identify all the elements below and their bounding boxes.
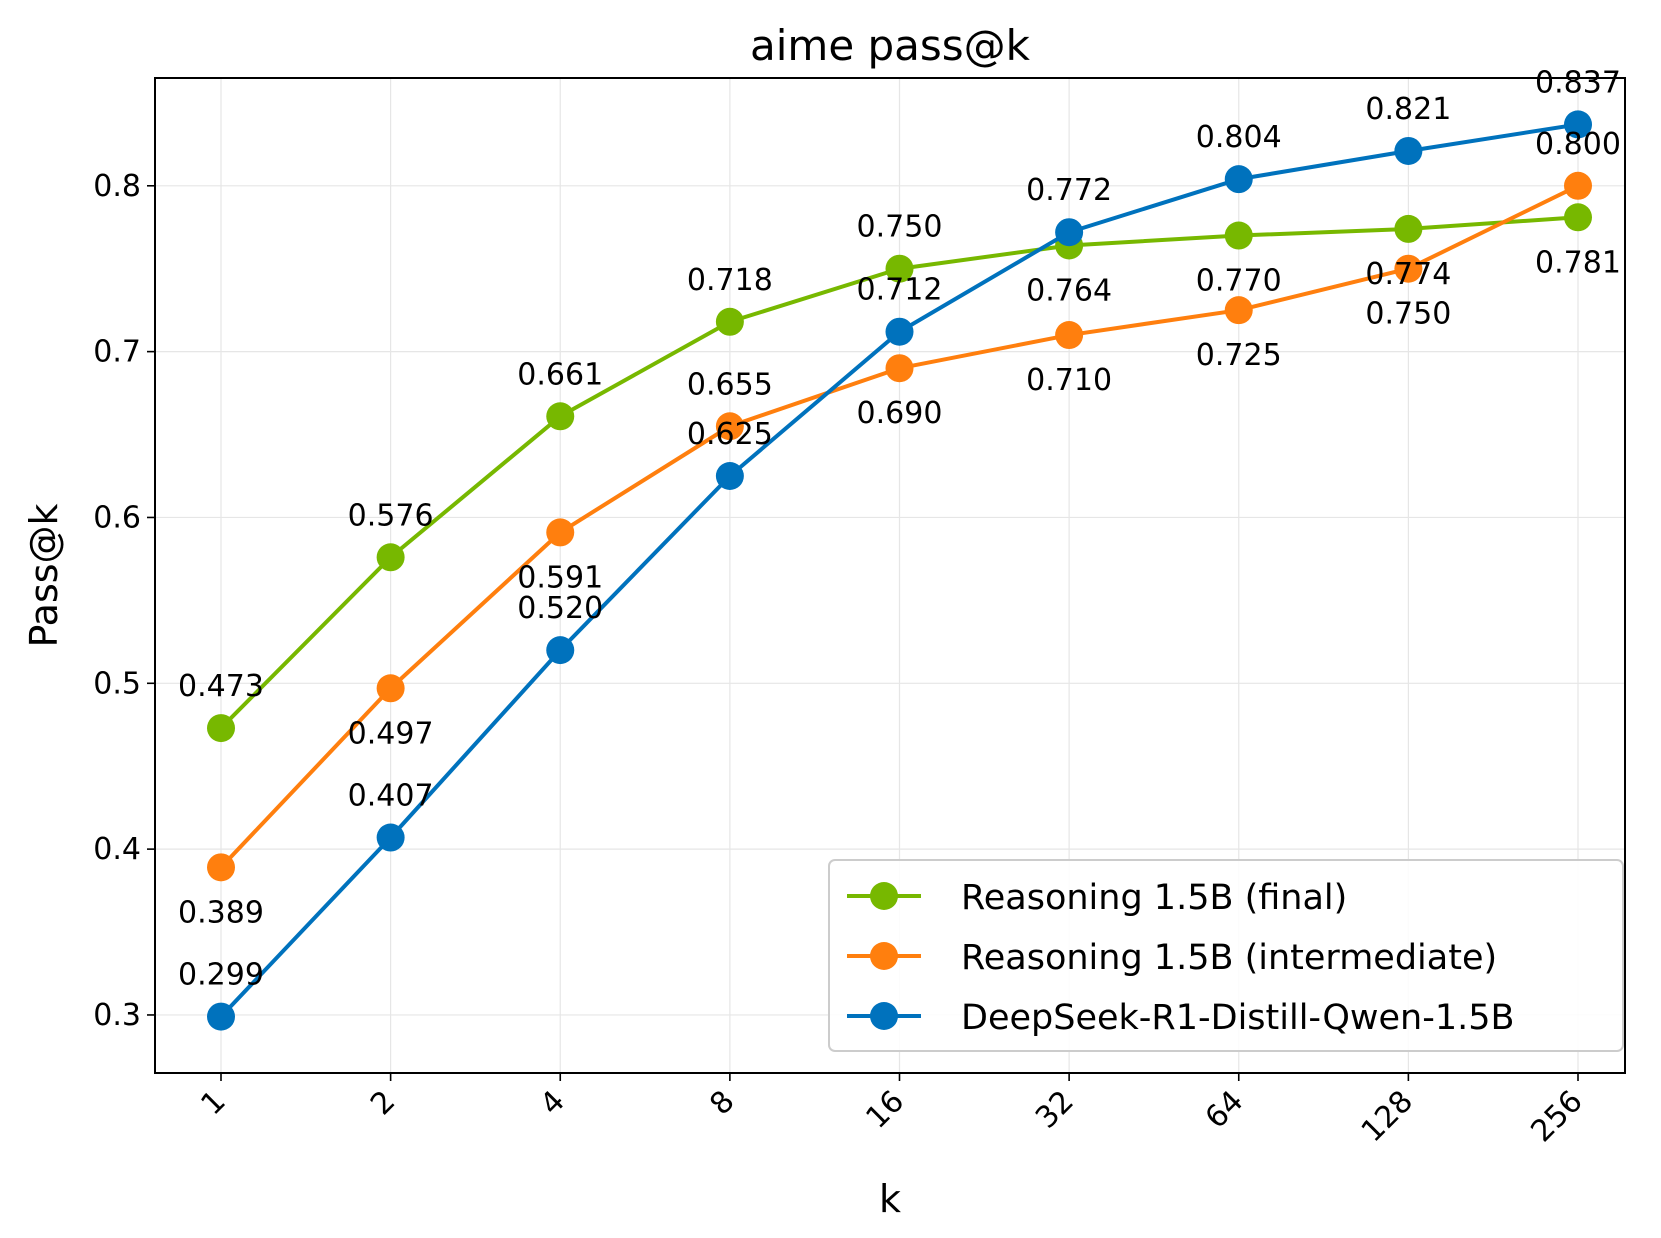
legend: Reasoning 1.5B (final) Reasoning 1.5B (in… xyxy=(828,859,1624,1052)
series-2-point xyxy=(885,354,914,383)
data-label: 0.473 xyxy=(178,669,264,704)
y-tick-label: 0.4 xyxy=(93,832,141,867)
data-label: 0.772 xyxy=(1026,173,1112,208)
x-axis-label: k xyxy=(879,1177,901,1221)
legend-entry-label: Reasoning 1.5B (intermediate) xyxy=(961,938,1497,978)
series-3-point xyxy=(885,317,914,346)
series-1-point xyxy=(1394,214,1423,243)
data-label: 0.718 xyxy=(687,263,773,298)
series-1-point xyxy=(546,402,575,431)
series-3-point xyxy=(1394,136,1423,165)
data-label: 0.764 xyxy=(1026,273,1112,308)
data-label: 0.750 xyxy=(857,210,943,245)
data-label: 0.750 xyxy=(1365,297,1451,332)
data-label: 0.800 xyxy=(1535,127,1621,162)
data-label: 0.520 xyxy=(517,591,603,626)
series-1-point xyxy=(376,543,405,572)
data-label: 0.625 xyxy=(687,417,773,452)
x-tick-label: 8 xyxy=(703,1084,741,1122)
series-layer xyxy=(207,110,1592,1031)
series-2-point xyxy=(1055,321,1084,350)
data-label: 0.804 xyxy=(1196,120,1282,155)
legend-swatch-marker xyxy=(870,942,898,970)
series-1-point xyxy=(715,307,744,336)
legend-swatch-marker xyxy=(870,1002,898,1030)
y-tick-label: 0.7 xyxy=(93,335,141,370)
data-label: 0.837 xyxy=(1535,65,1621,100)
data-label: 0.661 xyxy=(517,357,603,392)
data-label: 0.770 xyxy=(1196,264,1282,299)
data-label: 0.712 xyxy=(857,273,943,308)
legend-entry-label: Reasoning 1.5B (final) xyxy=(961,878,1347,918)
data-label: 0.497 xyxy=(348,716,434,751)
data-label: 0.299 xyxy=(178,958,264,993)
series-2-point xyxy=(376,674,405,703)
x-tick-label: 1 xyxy=(194,1084,232,1122)
x-tick-label: 64 xyxy=(1199,1084,1251,1136)
y-tick-label: 0.6 xyxy=(93,500,141,535)
series-2-point xyxy=(207,853,235,882)
legend-swatch-marker xyxy=(870,882,898,910)
x-tick-label: 32 xyxy=(1029,1084,1081,1136)
series-1-point xyxy=(207,714,235,743)
data-label: 0.389 xyxy=(178,895,264,930)
series-3-point xyxy=(546,636,575,665)
series-1-point xyxy=(885,254,914,283)
series-3-point xyxy=(1224,165,1253,194)
series-3-point xyxy=(715,462,744,490)
x-tick-label: 256 xyxy=(1524,1084,1589,1149)
data-labels: 0.473 0.576 0.661 0.718 0.750 0.764 0.770 0.774… xyxy=(178,65,1621,992)
series-3-point xyxy=(1055,218,1084,247)
x-tick-label: 4 xyxy=(534,1084,572,1122)
series-2-point xyxy=(546,518,575,547)
y-tick-label: 0.3 xyxy=(93,998,141,1033)
data-label: 0.710 xyxy=(1026,363,1112,398)
series-2-point xyxy=(1564,171,1592,200)
data-label: 0.690 xyxy=(857,396,943,431)
data-label: 0.576 xyxy=(348,498,434,533)
series-2-point xyxy=(715,412,744,441)
data-label: 0.774 xyxy=(1365,257,1451,292)
y-tick-label: 0.5 xyxy=(93,666,141,701)
data-label: 0.655 xyxy=(687,367,773,402)
series-3-point xyxy=(207,1002,235,1031)
plot-frame xyxy=(154,77,1626,1074)
data-label: 0.821 xyxy=(1365,92,1451,127)
series-3-point xyxy=(1564,110,1592,139)
y-tick-label: 0.8 xyxy=(93,169,141,204)
x-tick-label: 128 xyxy=(1355,1084,1420,1149)
series-1-point xyxy=(1564,203,1592,232)
legend-box xyxy=(828,859,1624,1052)
legend-entry-label: DeepSeek-R1-Distill-Qwen-1.5B xyxy=(961,998,1515,1038)
x-tick-label: 2 xyxy=(364,1084,402,1122)
series-1-point xyxy=(1224,221,1253,250)
series-3-point xyxy=(376,823,405,852)
data-label: 0.781 xyxy=(1535,245,1621,280)
data-label: 0.407 xyxy=(348,779,434,814)
series-2-point xyxy=(1394,254,1423,283)
data-label: 0.725 xyxy=(1196,338,1282,373)
series-2-point xyxy=(1224,296,1253,325)
chart-title: aime pass@k xyxy=(750,21,1031,70)
x-tick-label: 16 xyxy=(859,1084,911,1136)
data-label: 0.591 xyxy=(517,560,603,595)
y-axis-label: Pass@k xyxy=(22,503,66,647)
